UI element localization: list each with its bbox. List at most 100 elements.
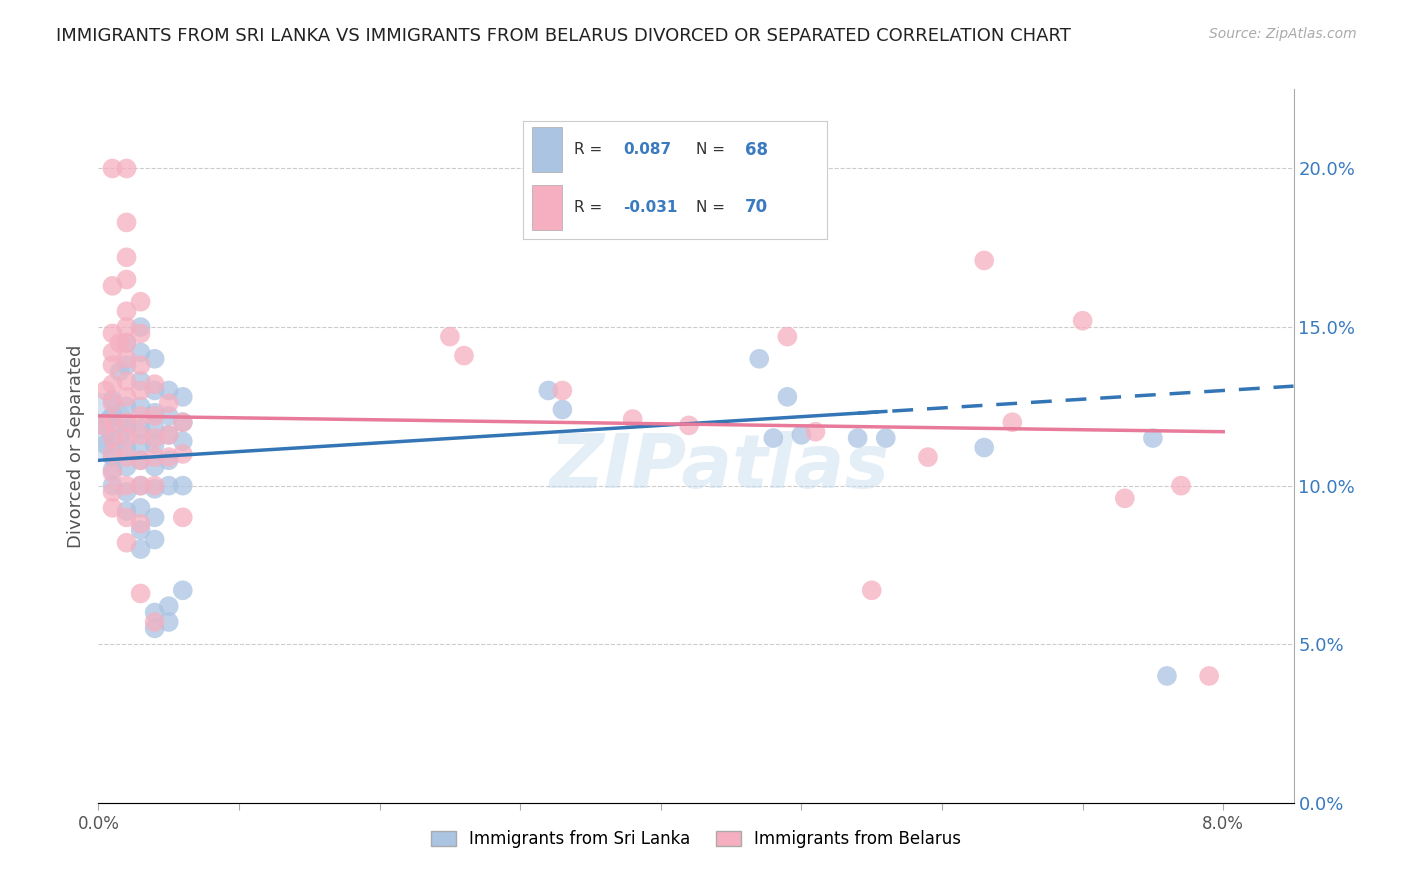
Point xyxy=(143,533,166,547)
Point xyxy=(115,374,138,388)
Point xyxy=(1156,669,1178,683)
Point xyxy=(917,450,939,464)
Point xyxy=(115,335,138,350)
Point xyxy=(762,431,785,445)
Point xyxy=(973,253,995,268)
Point xyxy=(115,272,138,286)
Legend: Immigrants from Sri Lanka, Immigrants from Belarus: Immigrants from Sri Lanka, Immigrants fr… xyxy=(425,824,967,855)
Point xyxy=(551,402,574,417)
Point xyxy=(101,463,124,477)
Point xyxy=(101,358,124,372)
Point xyxy=(115,431,138,445)
Point xyxy=(115,304,138,318)
Point xyxy=(776,329,799,343)
Point xyxy=(143,450,166,464)
Point xyxy=(115,320,138,334)
Point xyxy=(129,384,152,398)
Point xyxy=(129,516,152,531)
Point xyxy=(875,431,897,445)
Point xyxy=(108,335,131,350)
Point xyxy=(101,431,124,445)
Point xyxy=(1114,491,1136,506)
Point xyxy=(129,500,152,515)
Point xyxy=(157,450,180,464)
Point xyxy=(143,482,166,496)
Point xyxy=(537,384,560,398)
Point xyxy=(101,447,124,461)
Y-axis label: Divorced or Separated: Divorced or Separated xyxy=(66,344,84,548)
Point xyxy=(804,425,827,439)
Point xyxy=(101,478,124,492)
Point xyxy=(157,384,180,398)
Point xyxy=(101,278,124,293)
Point xyxy=(129,421,152,435)
Point xyxy=(846,431,869,445)
Text: IMMIGRANTS FROM SRI LANKA VS IMMIGRANTS FROM BELARUS DIVORCED OR SEPARATED CORRE: IMMIGRANTS FROM SRI LANKA VS IMMIGRANTS … xyxy=(56,27,1071,45)
Point xyxy=(129,400,152,414)
Point xyxy=(91,418,114,433)
Point xyxy=(143,459,166,474)
Point xyxy=(129,374,152,388)
Point xyxy=(89,418,111,433)
Point xyxy=(1170,478,1192,492)
Point xyxy=(172,390,194,404)
Point xyxy=(101,396,124,410)
Point xyxy=(115,478,138,492)
Point xyxy=(115,421,138,435)
Point xyxy=(115,535,138,549)
Point xyxy=(129,586,152,600)
Point xyxy=(453,349,475,363)
Point xyxy=(157,599,180,614)
Point xyxy=(115,335,138,350)
Point xyxy=(101,345,124,359)
Point xyxy=(129,453,152,467)
Point xyxy=(115,510,138,524)
Point xyxy=(129,326,152,341)
Text: Source: ZipAtlas.com: Source: ZipAtlas.com xyxy=(1209,27,1357,41)
Point xyxy=(101,450,124,464)
Point xyxy=(157,396,180,410)
Point xyxy=(172,415,194,429)
Point xyxy=(115,250,138,264)
Point xyxy=(157,409,180,423)
Point xyxy=(172,583,194,598)
Point xyxy=(621,412,644,426)
Point xyxy=(101,485,124,500)
Point xyxy=(129,320,152,334)
Point xyxy=(143,621,166,635)
Point xyxy=(115,400,138,414)
Point xyxy=(91,418,114,433)
Point xyxy=(115,415,138,429)
Point xyxy=(115,351,138,366)
Point xyxy=(172,478,194,492)
Point xyxy=(143,377,166,392)
Point xyxy=(143,351,166,366)
Text: ZIPatlas: ZIPatlas xyxy=(550,431,890,504)
Point xyxy=(860,583,883,598)
Point xyxy=(101,500,124,515)
Point xyxy=(98,412,121,426)
Point xyxy=(94,384,117,398)
Point xyxy=(1198,669,1220,683)
Point xyxy=(172,447,194,461)
Point xyxy=(1071,314,1094,328)
Point xyxy=(94,437,117,451)
Point xyxy=(101,431,124,445)
Point xyxy=(439,329,461,343)
Point xyxy=(650,200,672,214)
Point xyxy=(551,384,574,398)
Point xyxy=(115,441,138,455)
Point xyxy=(143,384,166,398)
Point xyxy=(172,434,194,449)
Point xyxy=(101,415,124,429)
Point xyxy=(115,161,138,176)
Point xyxy=(172,510,194,524)
Point xyxy=(101,161,124,176)
Point xyxy=(143,510,166,524)
Point xyxy=(129,428,152,442)
Point xyxy=(157,428,180,442)
Point xyxy=(748,351,770,366)
Point xyxy=(129,453,152,467)
Point xyxy=(115,358,138,372)
Point xyxy=(172,415,194,429)
